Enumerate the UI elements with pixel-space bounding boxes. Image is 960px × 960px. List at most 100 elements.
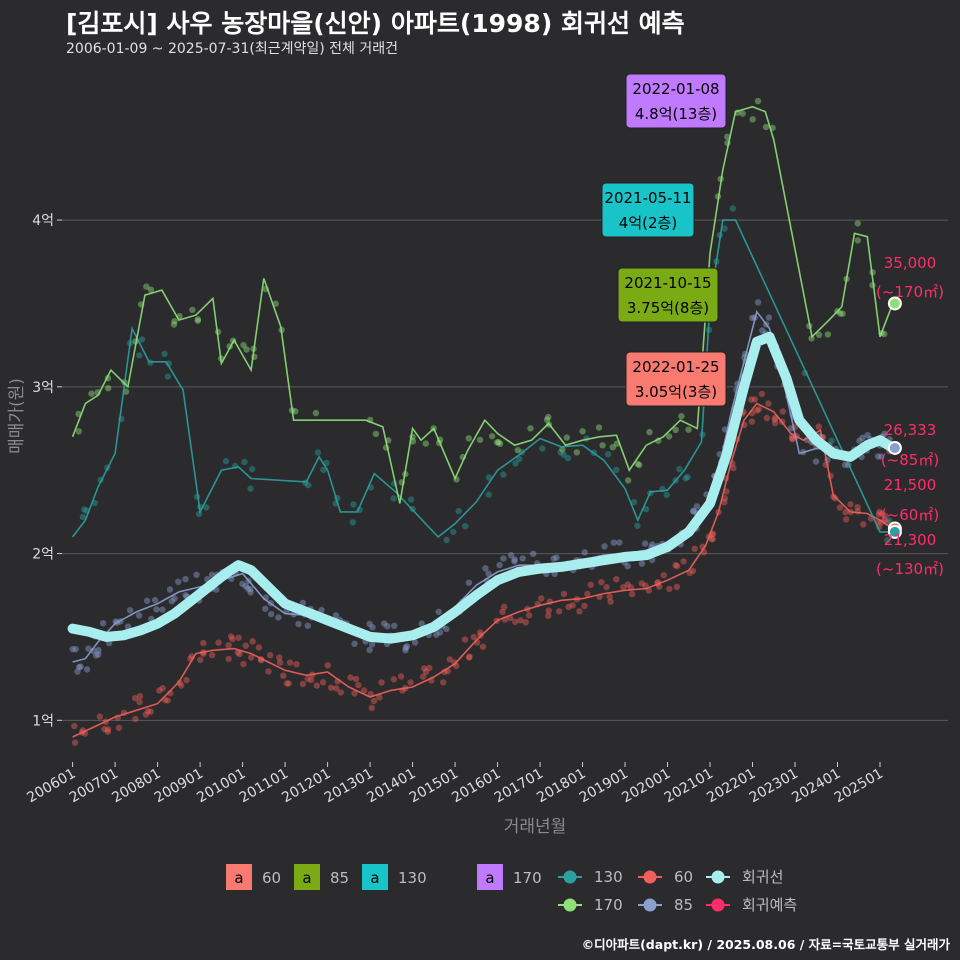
legend-box-glyph: a: [234, 869, 243, 887]
transaction-point-60: [304, 675, 311, 683]
transaction-point-85: [511, 558, 518, 565]
transaction-point-60: [337, 689, 344, 696]
transaction-point-60: [419, 673, 427, 680]
transaction-point-85: [99, 620, 107, 627]
transaction-point-85: [496, 561, 503, 569]
transaction-point-60: [660, 572, 667, 579]
transaction-point-130: [642, 506, 650, 513]
transaction-point-130: [462, 523, 469, 530]
transaction-point-85: [482, 565, 489, 572]
transaction-point-60: [755, 406, 763, 413]
transaction-point-60: [370, 697, 378, 705]
transaction-point-85: [295, 620, 302, 628]
series-line-85: [72, 309, 893, 663]
transaction-point-85: [864, 431, 871, 439]
transaction-point-60: [876, 508, 883, 516]
transaction-point-60: [753, 407, 761, 414]
transaction-point-60: [842, 508, 849, 516]
transaction-point-130: [884, 536, 891, 544]
transaction-point-85: [402, 644, 409, 651]
annotation-price: 3.75억(8층): [627, 299, 709, 317]
transaction-point-60: [831, 495, 839, 502]
annotation-date: 2021-05-11: [604, 189, 691, 207]
legend-box-swatch: [294, 864, 320, 890]
regression-line: [67, 331, 898, 644]
transaction-point-130: [241, 458, 248, 466]
transaction-point-60: [236, 650, 243, 658]
transaction-point-85: [690, 507, 697, 514]
transaction-point-85: [874, 453, 882, 460]
transaction-point-60: [378, 679, 385, 686]
transaction-point-60: [560, 590, 568, 598]
transaction-point-85: [530, 550, 537, 557]
y-tick-label: 4억: [32, 213, 54, 229]
transaction-point-60: [368, 704, 375, 712]
transaction-point-85: [262, 605, 269, 612]
transaction-point-85: [366, 646, 373, 654]
transaction-point-170: [292, 408, 299, 415]
transaction-point-170: [496, 440, 504, 447]
forecast-point: [887, 296, 902, 311]
transaction-point-85: [465, 579, 473, 586]
transaction-point-85: [135, 612, 143, 619]
transaction-point-60: [319, 679, 327, 686]
transaction-point-60: [763, 414, 771, 422]
forecast-value-label: 35,000: [884, 254, 937, 272]
transaction-point-60: [758, 390, 766, 398]
transaction-point-60: [176, 679, 183, 687]
transaction-point-130: [500, 471, 507, 478]
legend-box-label: 130: [398, 869, 427, 887]
transaction-point-60: [465, 654, 473, 661]
transaction-point-170: [75, 428, 83, 435]
transaction-point-60: [96, 713, 104, 720]
transaction-point-170: [527, 425, 534, 432]
legend-line-marker: [643, 870, 657, 884]
transaction-point-85: [403, 643, 411, 650]
transaction-point-130: [557, 449, 564, 456]
annotation-price: 4억(2층): [619, 214, 677, 232]
transaction-point-60: [347, 674, 354, 681]
transaction-point-60: [854, 504, 861, 511]
transaction-point-130: [634, 522, 641, 530]
max-price-annotation-box: [625, 351, 727, 407]
transaction-point-85: [369, 624, 376, 631]
legend-box-swatch: [226, 864, 252, 890]
chart-subtitle: 2006-01-09 ~ 2025-07-31(최근계약일) 전체 거래건: [66, 41, 398, 57]
transaction-point-60: [673, 583, 681, 591]
transaction-point-85: [143, 597, 151, 604]
transaction-point-85: [171, 595, 178, 602]
transaction-point-60: [227, 633, 235, 640]
transaction-point-170: [563, 434, 570, 441]
transaction-point-60: [144, 708, 152, 715]
transaction-point-85: [182, 575, 189, 583]
transaction-point-60: [313, 682, 320, 689]
transaction-point-60: [276, 654, 283, 661]
transaction-point-85: [244, 585, 251, 592]
transaction-point-170: [881, 330, 888, 338]
transaction-point-170: [579, 428, 586, 435]
transaction-point-60: [197, 656, 204, 663]
transaction-point-170: [685, 426, 692, 433]
transaction-point-60: [142, 711, 149, 718]
transaction-point-60: [576, 608, 583, 615]
transaction-point-85: [511, 556, 518, 563]
transaction-point-130: [682, 475, 689, 482]
transaction-point-60: [789, 435, 796, 443]
transaction-point-60: [104, 726, 112, 733]
transaction-point-170: [422, 440, 429, 447]
transaction-point-60: [525, 612, 533, 619]
transaction-point-85: [124, 623, 132, 630]
transaction-point-85: [76, 664, 83, 671]
transaction-point-60: [280, 672, 287, 679]
legend-box-label: 85: [330, 869, 349, 887]
transaction-point-170: [189, 306, 196, 314]
transaction-point-130: [203, 504, 210, 511]
transaction-point-130: [885, 517, 893, 524]
transaction-point-60: [293, 661, 300, 668]
transaction-point-60: [879, 510, 886, 517]
transaction-point-130: [450, 528, 457, 536]
transaction-point-170: [595, 424, 603, 431]
transaction-point-60: [517, 617, 524, 624]
annotation-date: 2021-10-15: [624, 274, 711, 292]
source-caption: ©디아파트(dapt.kr) / 2025.08.06 / 자료=국토교통부 실…: [581, 937, 950, 952]
